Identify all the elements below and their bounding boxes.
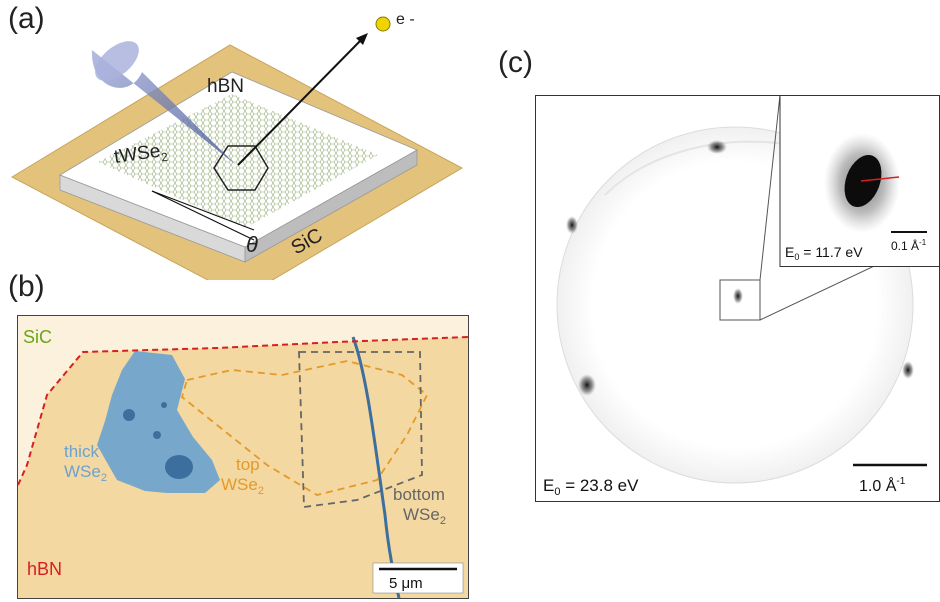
- thick-label-2: WSe2: [64, 462, 107, 484]
- top-wse2-outline: [180, 360, 429, 496]
- light-cone: [91, 50, 236, 165]
- panel-b-micrograph: SiC thick WSe2 top WSe2 bottom WSe2 hBN …: [17, 315, 469, 599]
- diffraction-spot-4: [902, 361, 914, 379]
- inset-energy-label: E0 = 11.7 eV: [785, 244, 863, 262]
- main-energy-label: E0 = 23.8 eV: [543, 476, 639, 498]
- flake-dark-spot-3: [153, 431, 161, 439]
- panel-label-a: (a): [8, 2, 45, 35]
- inset-marker-line: [860, 176, 900, 182]
- hbn-label-a: hBN: [207, 76, 244, 97]
- electron-icon: [375, 16, 391, 32]
- zoom-box: [719, 279, 761, 321]
- top-label-2: WSe2: [221, 475, 264, 497]
- electron-label: e -: [396, 11, 415, 28]
- panel-label-c: (c): [498, 46, 533, 79]
- flake-dark-spot-1: [165, 455, 193, 479]
- diffraction-spot-2: [566, 216, 578, 234]
- theta-label: θ: [246, 232, 258, 257]
- twist-line-1: [151, 190, 255, 241]
- bottom-label-2: WSe2: [403, 505, 446, 527]
- panel-c-diffraction: E0 = 11.7 eV 0.1 Å-1 E0 = 23.8 eV 1.0 Å-…: [535, 95, 940, 502]
- hexagon-outline: [213, 145, 269, 191]
- electron-arrowhead: [356, 33, 368, 45]
- thick-wse2-flake: [97, 351, 220, 493]
- diffraction-spot-1: [707, 140, 727, 154]
- diffraction-spot-3: [578, 374, 596, 396]
- light-cone-base: [95, 41, 139, 81]
- twist-line-2: [151, 190, 255, 231]
- inset-scale-label: 0.1 Å-1: [891, 238, 927, 253]
- bottom-label-1: bottom: [393, 485, 445, 504]
- hbn-edge-line: [17, 336, 469, 486]
- thick-label-1: thick: [64, 442, 99, 461]
- flake-dark-spot-2: [123, 409, 135, 421]
- diffraction-spot-5: [733, 288, 743, 304]
- scale-label-b: 5 μm: [389, 575, 423, 592]
- electron-trajectory: [237, 37, 364, 166]
- panel-a-schematic: e - hBN tWSe2 θ SiC: [10, 11, 464, 280]
- bottom-wse2-outline: [298, 351, 423, 509]
- main-scale-label: 1.0 Å-1: [859, 476, 906, 495]
- sic-region: [18, 316, 468, 485]
- flake-dark-spot-4: [161, 402, 167, 408]
- zoom-line-1: [759, 95, 781, 281]
- sic-label-b: SiC: [23, 327, 52, 347]
- hbn-label-b: hBN: [27, 559, 62, 579]
- top-label-1: top: [236, 455, 260, 474]
- panel-label-b: (b): [8, 270, 45, 303]
- micrograph-frame: [17, 315, 469, 599]
- twse2-lattice: [98, 94, 378, 228]
